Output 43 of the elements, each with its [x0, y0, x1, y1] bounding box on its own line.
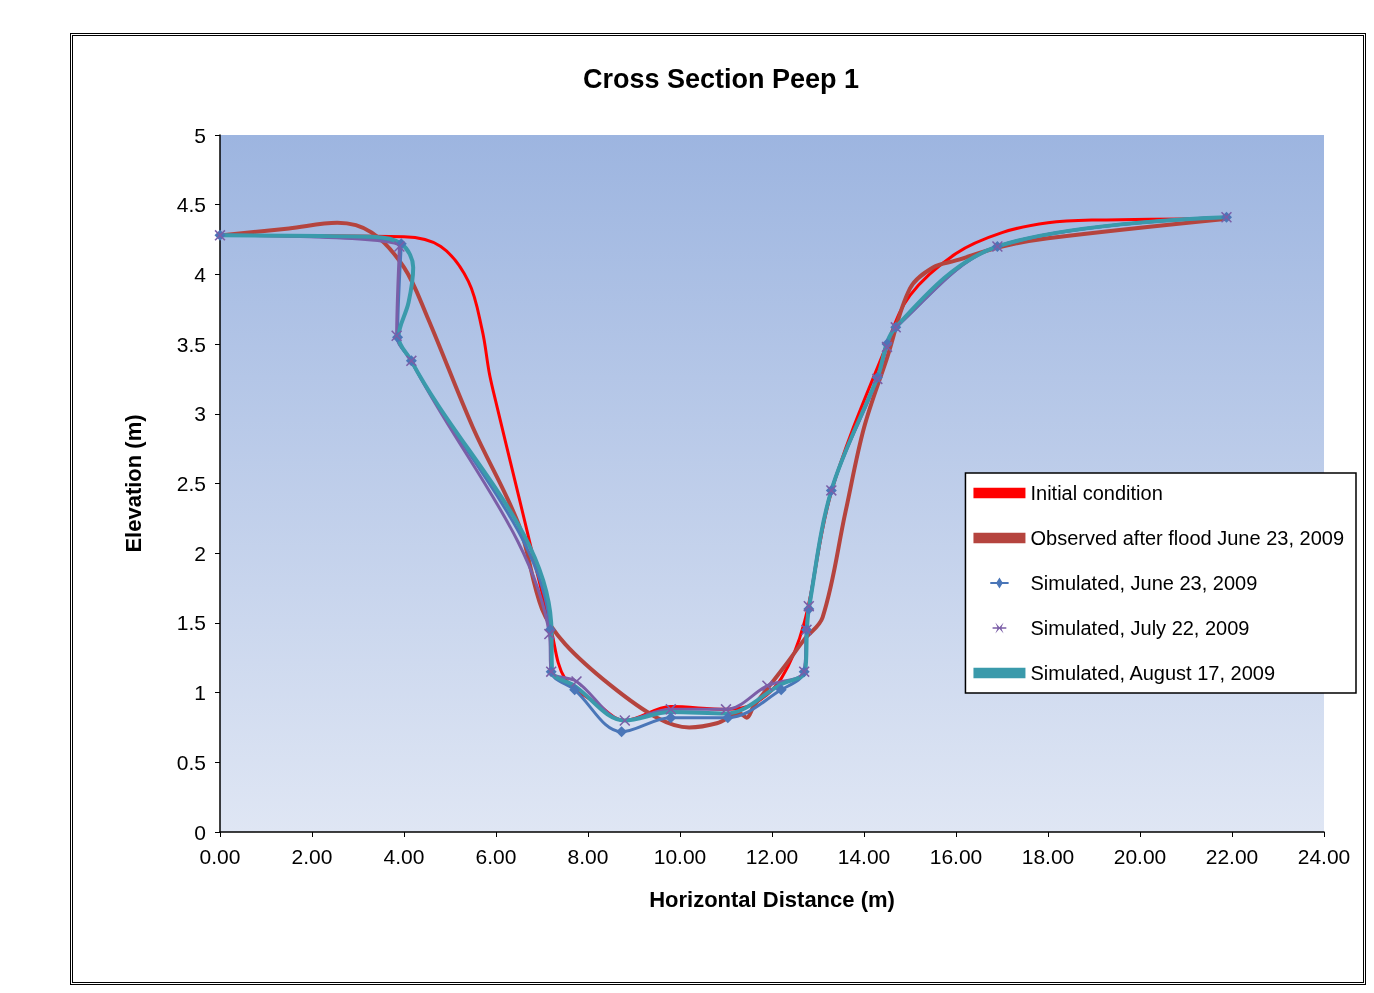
- x-tick-label: 4.00: [383, 845, 425, 868]
- y-tick-label: 5: [194, 123, 206, 147]
- y-tick-label: 4.5: [176, 193, 206, 217]
- legend-label: Simulated, July 22, 2009: [1030, 617, 1250, 639]
- y-tick-label: 4: [194, 262, 207, 286]
- y-tick-label: 0: [194, 820, 206, 844]
- x-tick-label: 24.00: [1297, 845, 1351, 868]
- point: [569, 684, 581, 696]
- y-tick-label: 3.5: [176, 332, 206, 356]
- x-tick-label: 10.00: [653, 845, 707, 868]
- point: [616, 726, 628, 738]
- point: [775, 684, 787, 696]
- point: [720, 703, 732, 715]
- legend-label: Simulated, August 17, 2009: [1030, 662, 1276, 684]
- x-tick-label: 20.00: [1113, 845, 1167, 868]
- chart-title: Cross Section Peep 1: [582, 63, 860, 94]
- point: [571, 675, 582, 687]
- point: [722, 712, 734, 724]
- x-tick-label: 6.00: [475, 845, 517, 868]
- x-tick-label: 8.00: [567, 845, 609, 868]
- point: [665, 712, 677, 724]
- y-tick-label: 2.5: [176, 472, 206, 495]
- point: [543, 628, 555, 640]
- point: [619, 714, 631, 726]
- legend-label: Initial condition: [1030, 482, 1163, 504]
- x-tick-label: 0.00: [199, 845, 241, 868]
- x-tick-label: 18.00: [1021, 845, 1075, 868]
- x-axis-title: Horizontal Distance (m): [649, 886, 895, 912]
- x-tick-label: 14.00: [837, 845, 891, 868]
- point: [761, 680, 773, 692]
- y-axis-title: Elevation (m): [120, 414, 146, 553]
- y-tick-label: 1.5: [176, 611, 206, 635]
- point: [665, 703, 677, 715]
- y-tick-label: 2: [194, 541, 206, 565]
- legend-label: Simulated, June 23, 2009: [1030, 572, 1258, 594]
- y-tick-label: 3: [194, 402, 206, 426]
- y-tick-label: 0.5: [176, 750, 206, 774]
- x-tick-label: 22.00: [1205, 845, 1259, 868]
- x-tick-label: 16.00: [929, 845, 983, 868]
- x-tick-label: 2.00: [291, 845, 333, 868]
- y-tick-label: 1: [194, 681, 206, 705]
- x-tick-label: 12.00: [745, 845, 799, 868]
- legend-label: Observed after flood June 23, 2009: [1030, 527, 1344, 549]
